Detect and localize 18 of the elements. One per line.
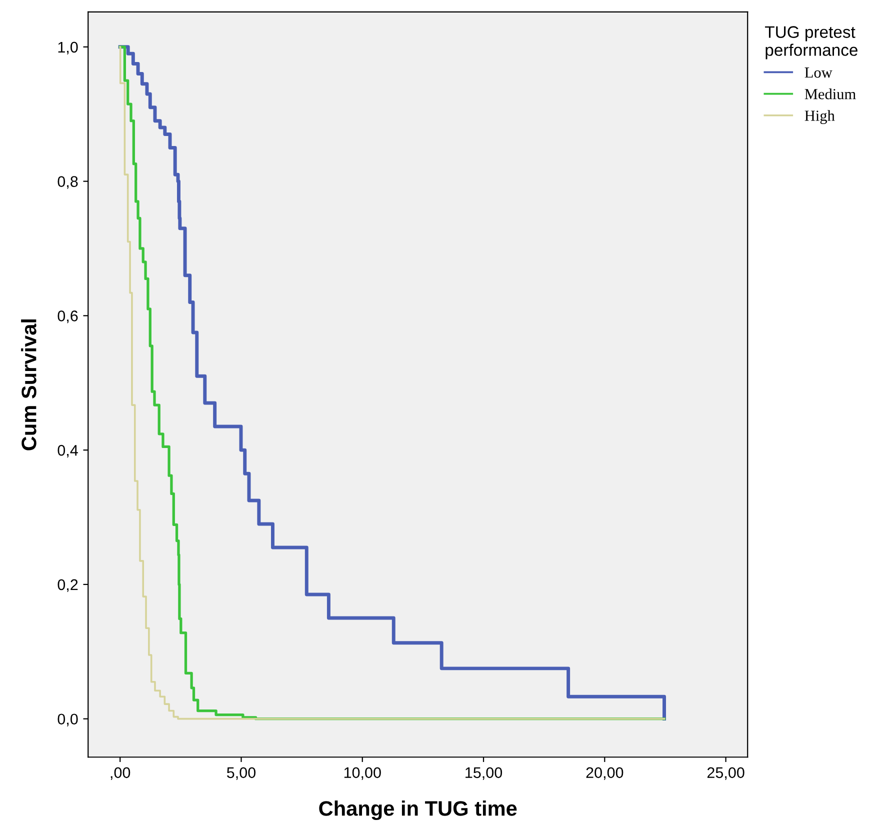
y-axis-title: Cum Survival bbox=[21, 319, 36, 450]
legend-label: Low bbox=[804, 68, 832, 78]
y-tick-label: 0,6 bbox=[58, 310, 78, 324]
y-tick-label: 0,0 bbox=[58, 714, 78, 726]
x-tick-label: 15,00 bbox=[466, 767, 502, 780]
x-tick-label: 5,00 bbox=[226, 767, 256, 780]
legend-label: Medium bbox=[804, 88, 856, 100]
legend-label: High bbox=[804, 110, 835, 124]
x-tick-label: 20,00 bbox=[586, 767, 624, 780]
legend-title: TUG pretest performance bbox=[765, 26, 858, 60]
x-tick-label: 25,00 bbox=[707, 767, 744, 780]
y-tick-label: 0,8 bbox=[58, 176, 78, 189]
x-axis-title: Change in TUG time bbox=[319, 800, 517, 820]
x-tick-label: 10,00 bbox=[344, 767, 381, 780]
x-tick-label: ,00 bbox=[110, 767, 130, 780]
y-tick-label: 0,2 bbox=[58, 579, 78, 592]
y-tick-label: 0,4 bbox=[58, 444, 78, 458]
y-tick-label: 1,0 bbox=[58, 42, 78, 54]
